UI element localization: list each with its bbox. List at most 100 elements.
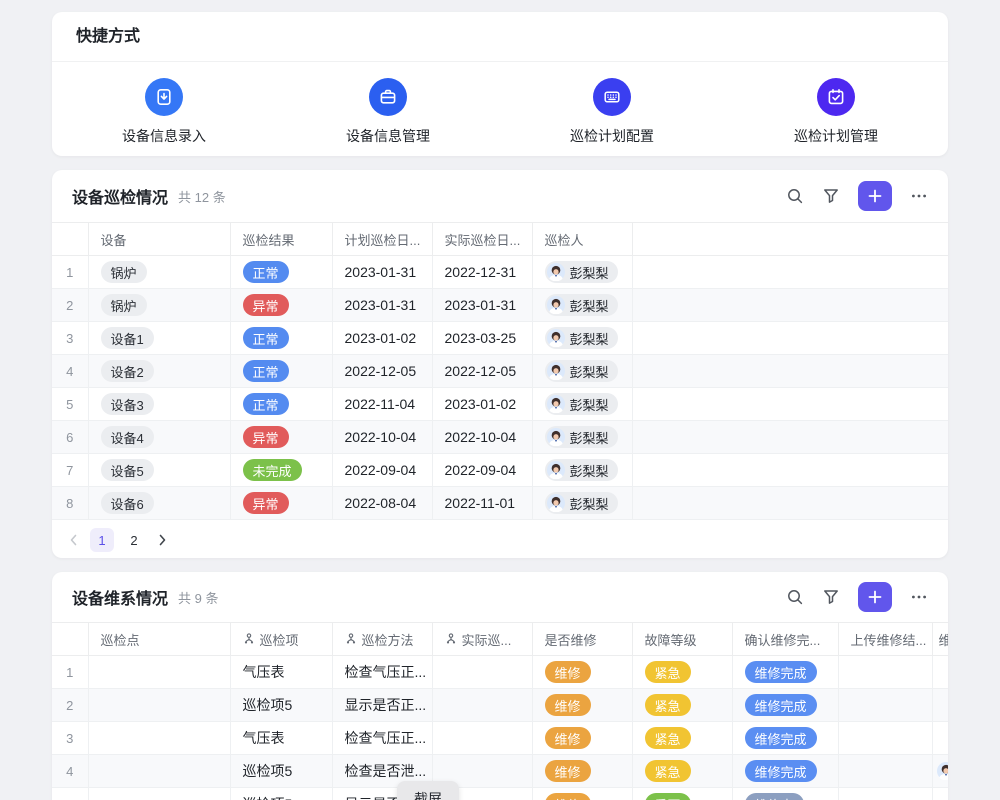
planned-date-cell[interactable]: 2022-11-04	[332, 387, 433, 421]
inspector-chip[interactable]: 彭梨梨	[544, 426, 618, 448]
planned-date-cell[interactable]: 2022-12-05	[332, 354, 433, 388]
filter-button[interactable]	[822, 588, 840, 606]
item-cell[interactable]: 气压表	[230, 655, 333, 689]
upload-cell[interactable]	[838, 688, 933, 722]
item-cell[interactable]: 巡检项5	[230, 688, 333, 722]
device-tag[interactable]: 设备5	[100, 459, 154, 481]
device-tag[interactable]: 设备3	[100, 393, 154, 415]
item-cell[interactable]: 气压表	[230, 721, 333, 755]
next-page-button[interactable]	[154, 532, 170, 548]
point-cell[interactable]	[88, 688, 231, 722]
point-cell[interactable]	[88, 721, 231, 755]
device-tag[interactable]: 设备6	[100, 492, 154, 514]
item-cell[interactable]: 巡检项5	[230, 787, 333, 800]
column-header-inspector[interactable]: 巡检人	[532, 222, 633, 256]
actual-date-cell[interactable]: 2022-11-01	[432, 486, 533, 520]
column-header-planned-date[interactable]: 计划巡检日...	[332, 222, 433, 256]
result-badge[interactable]: 异常	[242, 294, 289, 316]
planned-date-cell[interactable]: 2023-01-31	[332, 255, 433, 289]
more-button[interactable]	[910, 187, 928, 205]
level-badge[interactable]: 紧急	[644, 760, 691, 782]
device-tag[interactable]: 锅炉	[100, 294, 147, 316]
column-header-repair[interactable]: 是否维修	[532, 622, 633, 656]
column-header-actual-date[interactable]: 实际巡检日...	[432, 222, 533, 256]
column-header-result[interactable]: 巡检结果	[230, 222, 333, 256]
actual-date-cell[interactable]: 2022-12-05	[432, 354, 533, 388]
repair-badge[interactable]: 维修	[544, 727, 591, 749]
device-tag[interactable]: 设备2	[100, 360, 154, 382]
inspector-chip[interactable]: 彭梨梨	[544, 393, 618, 415]
device-tag[interactable]: 设备4	[100, 426, 154, 448]
actual-cell[interactable]	[432, 655, 533, 689]
prev-page-button[interactable]	[66, 532, 82, 548]
repair-badge[interactable]: 维修	[544, 793, 591, 800]
point-cell[interactable]	[88, 754, 231, 788]
planned-date-cell[interactable]: 2022-09-04	[332, 453, 433, 487]
result-badge[interactable]: 未完成	[242, 459, 302, 481]
result-badge[interactable]: 正常	[242, 360, 289, 382]
more-button[interactable]	[910, 588, 928, 606]
actual-date-cell[interactable]: 2023-01-02	[432, 387, 533, 421]
shortcut-device-manage[interactable]: 设备信息管理	[276, 78, 500, 146]
actual-date-cell[interactable]: 2022-09-04	[432, 453, 533, 487]
inspector-chip[interactable]: 彭梨梨	[544, 327, 618, 349]
level-badge[interactable]: 紧急	[644, 727, 691, 749]
level-badge[interactable]: 紧急	[644, 661, 691, 683]
repair-badge[interactable]: 维修	[544, 661, 591, 683]
column-header-method[interactable]: 巡检方法	[332, 622, 433, 656]
clipped-cell[interactable]	[932, 655, 948, 689]
confirm-badge[interactable]: 维修完成	[744, 694, 817, 716]
add-record-button[interactable]	[858, 582, 892, 612]
confirm-badge[interactable]: 维修完成	[744, 727, 817, 749]
confirm-badge[interactable]: 维修完成	[744, 661, 817, 683]
actual-date-cell[interactable]: 2022-12-31	[432, 255, 533, 289]
confirm-badge[interactable]: 维修完成	[744, 760, 817, 782]
column-header-upload[interactable]: 上传维修结...	[838, 622, 933, 656]
confirm-badge[interactable]: 维修中	[744, 793, 804, 800]
upload-cell[interactable]	[838, 787, 933, 800]
device-tag[interactable]: 锅炉	[100, 261, 147, 283]
clipped-cell[interactable]	[932, 721, 948, 755]
shortcut-plan-config[interactable]: 巡检计划配置	[500, 78, 724, 146]
level-badge[interactable]: 重要	[644, 793, 691, 800]
column-header-point[interactable]: 巡检点	[88, 622, 231, 656]
add-record-button[interactable]	[858, 181, 892, 211]
clipped-cell[interactable]	[932, 688, 948, 722]
column-header-actual[interactable]: 实际巡...	[432, 622, 533, 656]
inspector-chip[interactable]: 彭梨梨	[544, 360, 618, 382]
column-header-item[interactable]: 巡检项	[230, 622, 333, 656]
inspector-chip[interactable]: 彭梨梨	[544, 294, 618, 316]
shortcut-device-input[interactable]: 设备信息录入	[52, 78, 276, 146]
result-badge[interactable]: 正常	[242, 261, 289, 283]
device-tag[interactable]: 设备1	[100, 327, 154, 349]
actual-cell[interactable]	[432, 721, 533, 755]
planned-date-cell[interactable]: 2022-08-04	[332, 486, 433, 520]
result-badge[interactable]: 异常	[242, 426, 289, 448]
actual-date-cell[interactable]: 2023-01-31	[432, 288, 533, 322]
shortcut-plan-manage[interactable]: 巡检计划管理	[724, 78, 948, 146]
point-cell[interactable]	[88, 655, 231, 689]
upload-cell[interactable]	[838, 721, 933, 755]
page-button-1[interactable]: 1	[90, 528, 114, 552]
planned-date-cell[interactable]: 2023-01-31	[332, 288, 433, 322]
repair-badge[interactable]: 维修	[544, 694, 591, 716]
result-badge[interactable]: 正常	[242, 327, 289, 349]
column-header-device[interactable]: 设备	[88, 222, 231, 256]
point-cell[interactable]	[88, 787, 231, 800]
result-badge[interactable]: 正常	[242, 393, 289, 415]
upload-cell[interactable]	[838, 754, 933, 788]
level-badge[interactable]: 紧急	[644, 694, 691, 716]
column-header-clipped[interactable]: 维	[932, 622, 948, 656]
method-cell[interactable]: 显示是否正...	[332, 688, 433, 722]
page-button-2[interactable]: 2	[122, 528, 146, 552]
search-button[interactable]	[786, 187, 804, 205]
repair-badge[interactable]: 维修	[544, 760, 591, 782]
column-header-level[interactable]: 故障等级	[632, 622, 733, 656]
filter-button[interactable]	[822, 187, 840, 205]
method-cell[interactable]: 检查气压正...	[332, 721, 433, 755]
clipped-cell[interactable]	[932, 787, 948, 800]
clipped-cell[interactable]	[932, 754, 948, 788]
inspector-chip[interactable]: 彭梨梨	[544, 261, 618, 283]
inspector-chip[interactable]: 彭梨梨	[544, 492, 618, 514]
planned-date-cell[interactable]: 2022-10-04	[332, 420, 433, 454]
